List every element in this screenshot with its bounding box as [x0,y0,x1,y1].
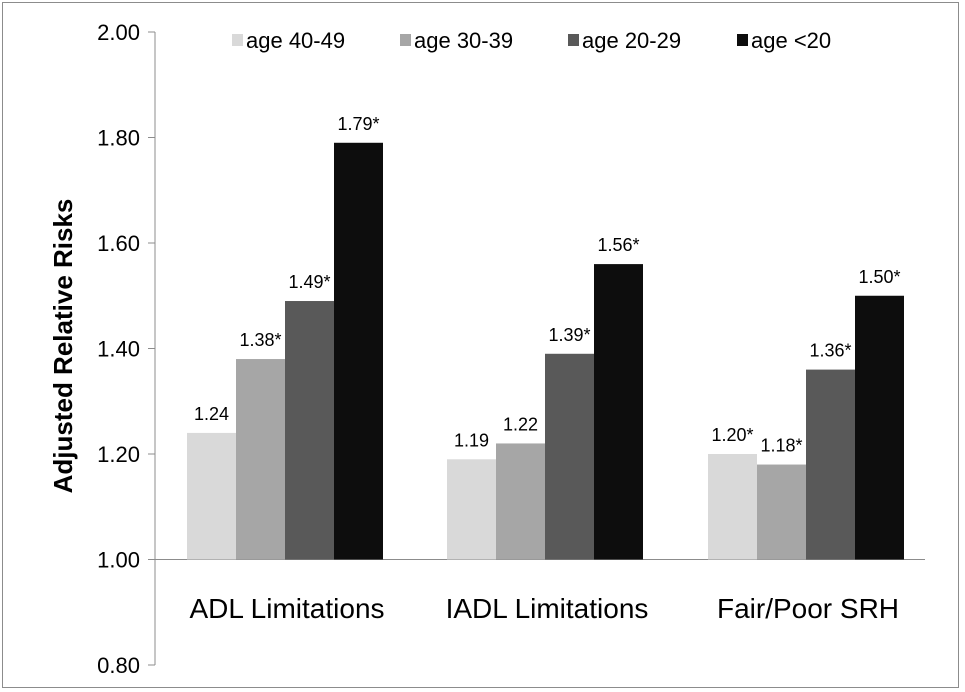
data-label: 1.50* [858,267,900,287]
bar [187,432,236,560]
data-label: 1.38* [239,330,281,350]
y-axis-title: Adjusted Relative Risks [48,199,78,494]
legend-swatch [400,34,411,46]
data-label: 1.20* [711,425,753,445]
y-tick-label: 1.60 [97,231,140,256]
bar [594,264,643,560]
bar [447,459,496,560]
data-label: 1.18* [760,436,802,456]
bar [855,295,904,560]
legend-label: age 30-39 [414,28,513,53]
y-axis: 0.80 1.00 1.20 1.40 1.60 1.80 2.00 [97,20,925,678]
data-label: 1.22 [503,414,538,434]
bar [757,464,806,560]
legend: age 40-49 age 30-39 age 20-29 age <20 [232,28,831,53]
bar [806,369,855,560]
legend-label: age 20-29 [582,28,681,53]
y-tick-label: 1.80 [97,126,140,151]
y-tick-label: 1.00 [97,548,140,573]
data-label: 1.79* [337,114,379,134]
legend-swatch [737,34,748,46]
category-label: ADL Limitations [189,593,384,624]
data-label: 1.36* [809,341,851,361]
category-label: Fair/Poor SRH [717,593,899,624]
data-label: 1.19 [454,430,489,450]
data-label: 1.56* [597,235,639,255]
legend-swatch [232,34,243,46]
bar [496,443,545,560]
bar [236,359,285,560]
y-tick-label: 1.20 [97,442,140,467]
bar [285,301,334,560]
category-labels: ADL Limitations IADL Limitations Fair/Poor… [189,593,899,624]
data-label: 1.49* [288,272,330,292]
data-label: 1.24 [194,404,229,424]
data-labels: 1.24 1.19 1.20* 1.38* 1.22 1.18* 1.49* 1.39* 1.3… [194,114,901,456]
y-tick-label: 2.00 [97,20,140,45]
y-tick-label: 0.80 [97,653,140,678]
legend-label: age <20 [751,28,831,53]
bars [187,142,904,560]
data-label: 1.39* [548,325,590,345]
bar [708,454,757,560]
legend-label: age 40-49 [246,28,345,53]
bar [334,142,383,560]
y-tick-label: 1.40 [97,337,140,362]
bar [545,353,594,560]
category-label: IADL Limitations [446,593,649,624]
legend-swatch [568,34,579,46]
